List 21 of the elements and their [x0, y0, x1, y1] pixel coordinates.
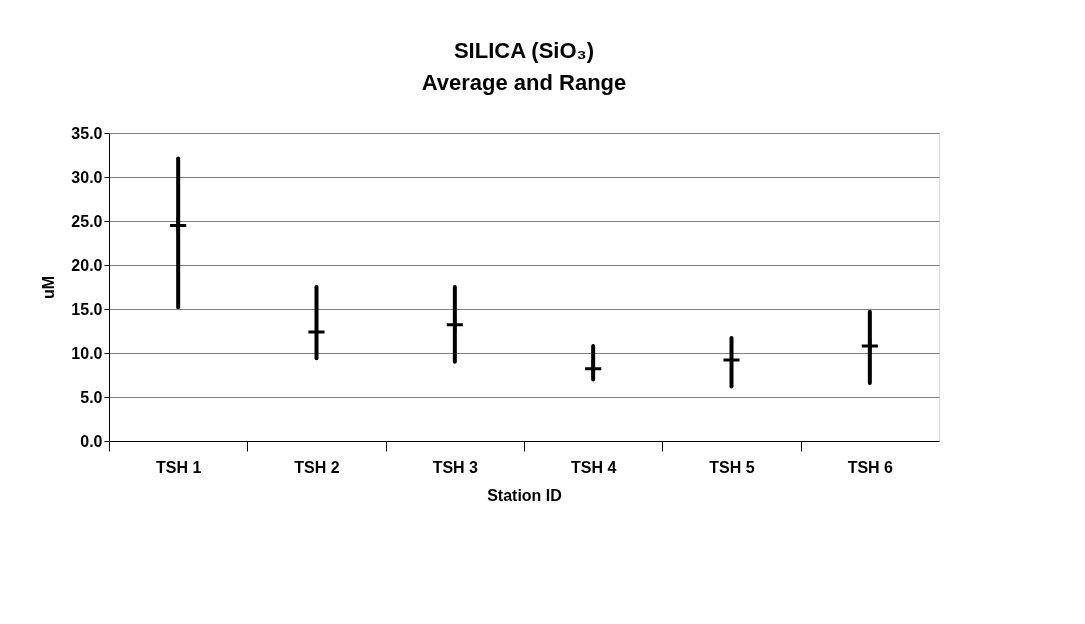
point	[168, 215, 188, 235]
y-tick-label: 35.0	[71, 124, 103, 142]
x-tick-label: TSH 1	[155, 458, 202, 476]
x-tick-label: TSH 4	[570, 458, 617, 476]
point	[445, 315, 465, 335]
chart-subtitle: Average and Range	[421, 70, 627, 95]
x-tick-label: TSH 2	[294, 458, 340, 476]
x-tick-label: TSH 5	[709, 458, 755, 476]
x-tick-label: TSH 6	[847, 458, 894, 476]
y-tick-label: 5.0	[80, 388, 103, 406]
chart-title: SILICA (SiO₃)	[453, 38, 595, 63]
point	[860, 336, 880, 356]
y-tick-label: 25.0	[71, 212, 103, 230]
x-tick-label: TSH 3	[432, 458, 479, 476]
x-axis-title: Station ID	[487, 486, 562, 504]
y-tick-label: 10.0	[71, 344, 103, 362]
y-tick-label: 15.0	[71, 300, 103, 318]
y-axis-title: uM	[40, 275, 58, 300]
y-tick-label: 20.0	[71, 256, 103, 274]
y-tick-label: 0.0	[80, 432, 103, 450]
y-tick-label: 30.0	[71, 168, 103, 186]
